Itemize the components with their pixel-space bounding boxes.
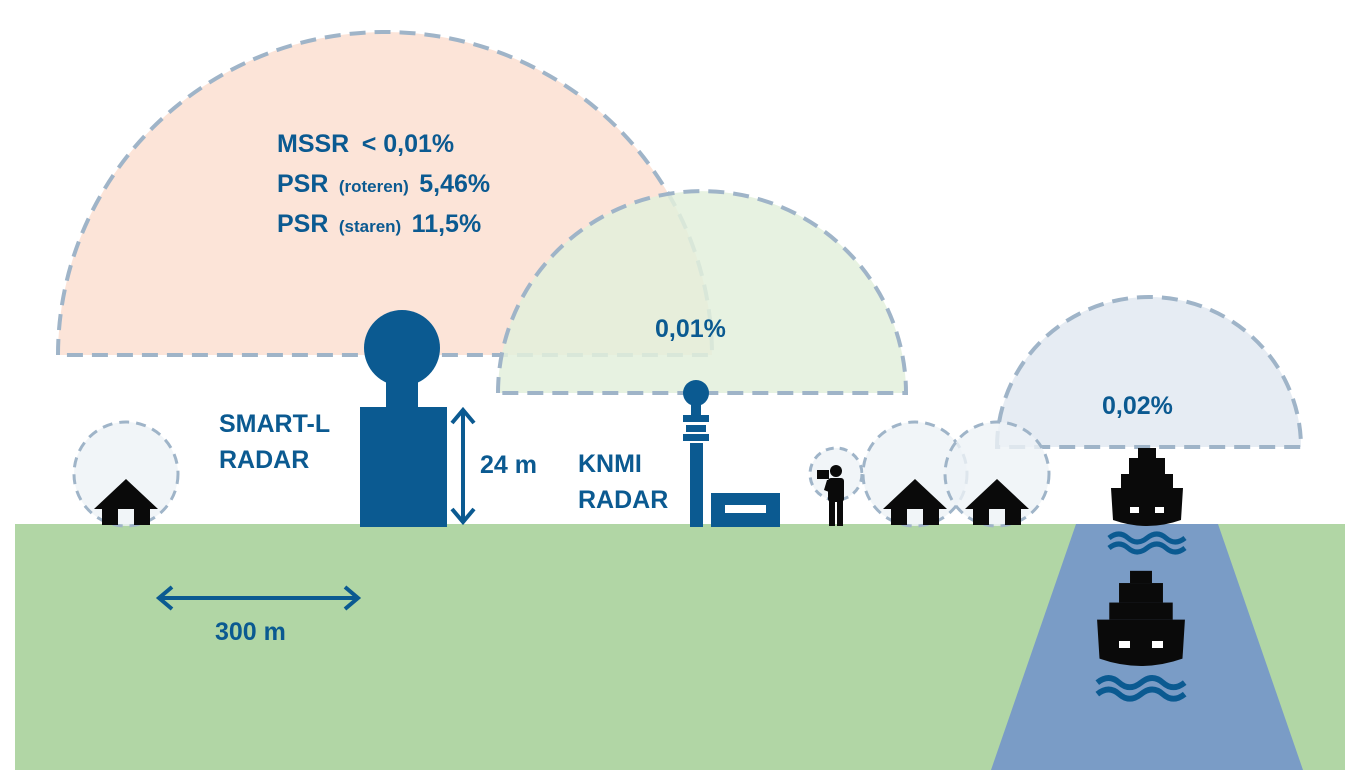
zone-line-name: PSR [277, 210, 328, 238]
smart-l-radar [360, 310, 447, 527]
person-with-camera-icon [817, 465, 844, 526]
zone-line-name: MSSR [277, 130, 349, 158]
knmi-radar [683, 380, 780, 527]
ship-icon [1097, 570, 1185, 666]
zone-line-value: 5,46% [419, 170, 490, 198]
svg-text:MSSR < 0,01%: MSSR < 0,01% [277, 130, 454, 158]
scale-arrow [155, 585, 362, 611]
svg-text:PSR (roteren) 5,46: PSR (roteren) 5,46% [277, 170, 490, 198]
zone-line-value: < 0,01% [362, 130, 454, 158]
zone-line-value: 11,5% [412, 210, 482, 238]
smart-l-label-line2: RADAR [219, 446, 309, 474]
smart-l-zone-values: MSSR < 0,01% PSR (roteren) 5,46% PSR (st… [277, 130, 490, 238]
height-label: 24 m [480, 451, 537, 479]
svg-text:PSR (staren) 11,5%: PSR (staren) 11,5% [277, 210, 481, 238]
zone-line-note: (staren) [339, 217, 401, 236]
scale-label: 300 m [215, 618, 286, 646]
ship-risk-zone [994, 295, 1304, 449]
knmi-label-line2: RADAR [578, 486, 668, 514]
ship-icon [1111, 448, 1183, 526]
height-arrow [450, 406, 476, 526]
ship-zone-value: 0,02% [1102, 392, 1173, 420]
house-risk-zone [943, 420, 1051, 528]
knmi-zone-value: 0,01% [655, 315, 726, 343]
knmi-label-line1: KNMI [578, 450, 642, 478]
house-risk-zone [72, 420, 180, 528]
knmi-risk-zone [495, 189, 909, 395]
smart-l-label-line1: SMART-L [219, 410, 330, 438]
zone-line-note: (roteren) [339, 177, 409, 196]
zone-line-name: PSR [277, 170, 328, 198]
